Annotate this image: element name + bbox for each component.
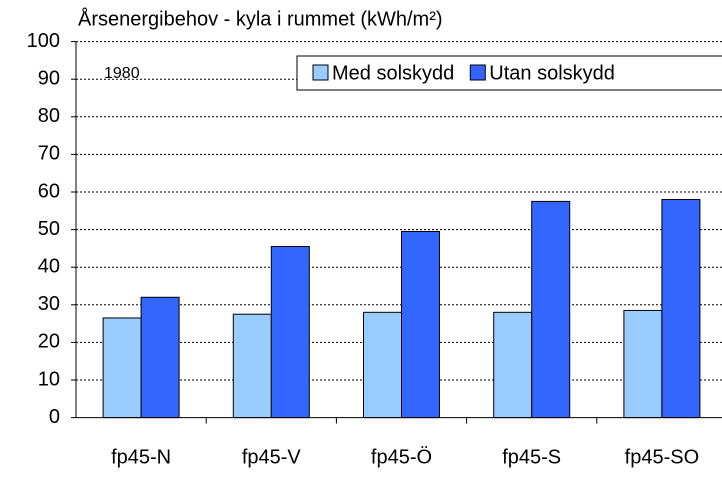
annotation: 1980 [104, 65, 140, 82]
x-tick-label: fp45-SO [625, 446, 699, 468]
y-tick-label: 90 [38, 67, 60, 89]
y-tick-label: 50 [38, 218, 60, 240]
y-tick-label: 20 [38, 331, 60, 353]
legend-label: Utan solskydd [489, 62, 615, 84]
bar [531, 200, 571, 419]
bar [270, 246, 310, 419]
legend-swatch [312, 64, 329, 81]
bar [102, 317, 142, 419]
y-tick-label: 100 [27, 30, 60, 52]
y-tick-label: 40 [38, 255, 60, 277]
bar [140, 296, 180, 419]
x-tick-label: fp45-N [111, 446, 171, 468]
chart-title: Årsenergibehov - kyla i rummet (kWh/m²) [78, 7, 443, 30]
legend-label: Med solskydd [332, 62, 454, 84]
y-tick-label: 10 [38, 368, 60, 390]
bar [661, 199, 701, 419]
bar [623, 309, 663, 419]
bar [363, 311, 402, 419]
y-tick-label: 70 [38, 143, 60, 165]
x-tick-label: fp45-Ö [371, 446, 432, 468]
y-tick-label: 60 [38, 180, 60, 202]
bar [401, 230, 440, 419]
x-tick-label: fp45-S [502, 446, 561, 468]
y-tick-label: 0 [49, 406, 60, 428]
bar [493, 311, 533, 419]
legend-box [296, 55, 722, 91]
y-tick-label: 80 [38, 105, 60, 127]
y-tick-label: 30 [38, 293, 60, 315]
x-tick-label: fp45-V [242, 446, 302, 468]
bar [232, 313, 272, 419]
legend-swatch [469, 64, 486, 81]
